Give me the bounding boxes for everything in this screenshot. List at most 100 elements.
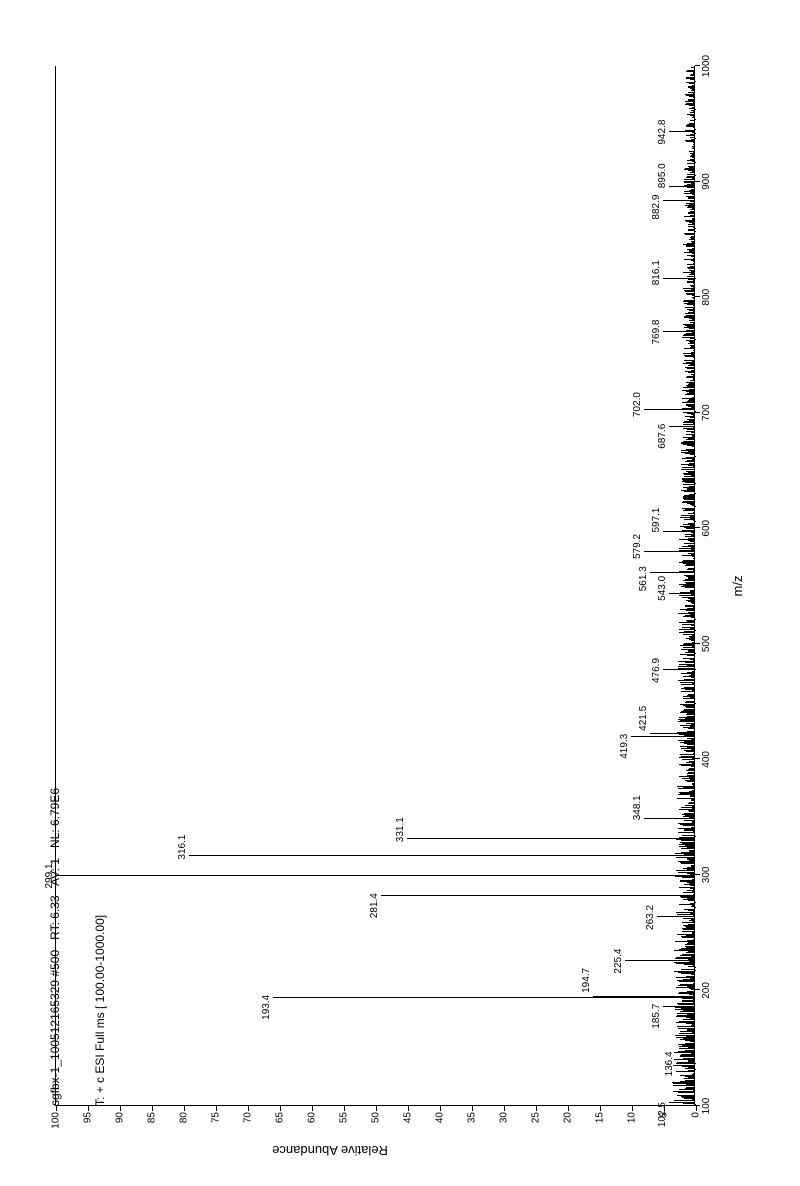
noise-spike [688,553,695,554]
noise-spike [690,342,695,343]
noise-spike [690,903,695,904]
noise-spike [692,208,695,209]
noise-spike [691,260,695,261]
noise-spike [676,839,695,840]
noise-spike [688,1047,695,1048]
noise-spike [691,766,695,767]
noise-spike [693,144,695,145]
noise-spike [690,134,695,135]
y-tick-label: 50 [371,1106,382,1123]
noise-spike [687,656,695,657]
noise-spike [686,638,695,639]
y-tick-label: 10 [627,1106,638,1123]
noise-spike [690,779,695,780]
noise-spike [687,413,695,414]
noise-spike [694,66,695,67]
noise-spike [680,682,695,683]
noise-spike [690,659,695,660]
noise-spike [691,110,695,111]
noise-spike [683,925,695,926]
x-tick-label: 600 [695,520,712,537]
noise-spike [675,941,695,942]
noise-spike [692,446,695,447]
noise-spike [693,147,695,148]
peak-bar [663,531,695,532]
noise-spike [685,168,695,169]
noise-spike [676,1037,695,1038]
noise-spike [686,610,695,611]
x-tick-label: 200 [695,982,712,999]
noise-spike [683,698,695,699]
noise-spike [690,159,695,160]
peak-bar [644,551,695,552]
noise-spike [684,233,695,234]
noise-spike [692,89,695,90]
noise-spike [692,690,695,691]
noise-spike [687,174,695,175]
noise-spike [673,1091,695,1092]
noise-spike [688,224,695,225]
noise-spike [678,788,695,789]
noise-spike [687,304,695,305]
noise-spike [681,848,695,849]
noise-spike [692,295,695,296]
noise-spike [685,582,695,583]
noise-spike [680,725,695,726]
noise-spike [684,829,695,830]
noise-spike [691,617,695,618]
noise-spike [680,793,695,794]
noise-spike [684,191,695,192]
noise-spike [689,860,695,861]
noise-spike [692,1099,695,1100]
noise-spike [676,912,695,913]
noise-spike [692,146,695,147]
noise-spike [692,822,695,823]
noise-spike [692,683,695,684]
noise-spike [685,702,695,703]
noise-spike [686,952,695,953]
noise-spike [693,72,695,73]
noise-spike [687,775,695,776]
noise-spike [681,1008,695,1009]
peak-bar [663,669,695,670]
noise-spike [680,1055,695,1056]
noise-spike [687,488,695,489]
peak-bar [669,593,695,594]
noise-spike [679,887,695,888]
noise-spike [687,160,695,161]
noise-spike [681,864,695,865]
noise-spike [686,71,695,72]
noise-spike [683,487,695,488]
noise-spike [688,803,695,804]
noise-spike [676,957,695,958]
noise-spike [690,137,695,138]
noise-spike [690,380,695,381]
noise-spike [680,1075,695,1076]
noise-spike [677,1095,695,1096]
noise-spike [692,1024,695,1025]
noise-spike [685,416,695,417]
noise-spike [693,415,695,416]
noise-spike [689,190,695,191]
noise-spike [686,333,695,334]
noise-spike [693,831,695,832]
noise-spike [689,636,695,637]
noise-spike [691,67,695,68]
noise-spike [681,684,695,685]
noise-spike [690,637,695,638]
peak-bar [644,818,695,819]
noise-spike [686,391,695,392]
noise-spike [690,454,695,455]
noise-spike [679,981,695,982]
noise-spike [682,398,695,399]
peak-label: 597.1 [651,508,662,533]
noise-spike [688,438,695,439]
noise-spike [692,218,695,219]
noise-spike [686,136,695,137]
noise-spike [686,77,695,78]
noise-spike [686,583,695,584]
noise-spike [686,125,695,126]
noise-spike [688,365,695,366]
y-tick-label: 95 [83,1106,94,1123]
noise-spike [692,646,695,647]
